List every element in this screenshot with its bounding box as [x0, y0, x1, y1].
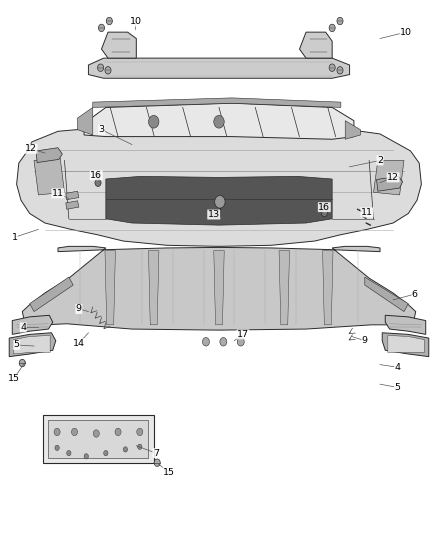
Polygon shape [30, 277, 73, 312]
Circle shape [154, 459, 160, 466]
Circle shape [337, 67, 343, 74]
Text: 5: 5 [395, 383, 400, 392]
Bar [43, 415, 154, 463]
Polygon shape [93, 98, 341, 108]
Polygon shape [14, 335, 50, 354]
Text: 13: 13 [208, 210, 220, 219]
Circle shape [214, 115, 224, 128]
Text: 12: 12 [387, 173, 399, 182]
Polygon shape [388, 335, 424, 352]
Polygon shape [66, 201, 79, 209]
Circle shape [98, 64, 104, 71]
Polygon shape [36, 148, 62, 163]
Text: 14: 14 [73, 339, 85, 348]
Polygon shape [322, 251, 333, 325]
Circle shape [137, 428, 143, 435]
Text: 1: 1 [11, 233, 18, 242]
Text: 10: 10 [400, 28, 412, 37]
Text: 12: 12 [25, 144, 37, 154]
Polygon shape [385, 316, 426, 334]
Polygon shape [345, 120, 360, 139]
Text: 3: 3 [99, 125, 105, 134]
Text: 5: 5 [14, 341, 20, 350]
Circle shape [106, 17, 113, 25]
Text: 4: 4 [395, 363, 400, 372]
Text: 4: 4 [20, 323, 26, 332]
Text: 6: 6 [412, 289, 418, 298]
Circle shape [55, 445, 59, 450]
Circle shape [321, 209, 327, 216]
Circle shape [329, 64, 335, 71]
Circle shape [123, 447, 127, 452]
Polygon shape [22, 246, 416, 330]
Circle shape [202, 337, 209, 346]
Circle shape [138, 444, 142, 449]
Circle shape [54, 428, 60, 435]
Polygon shape [66, 191, 79, 200]
Polygon shape [382, 333, 429, 357]
Text: 16: 16 [318, 203, 330, 212]
Circle shape [71, 428, 78, 435]
Polygon shape [105, 251, 116, 325]
Circle shape [115, 428, 121, 435]
Text: 9: 9 [76, 304, 82, 313]
Polygon shape [84, 103, 354, 139]
Polygon shape [12, 316, 53, 334]
Polygon shape [88, 58, 350, 78]
Circle shape [93, 430, 99, 437]
Circle shape [220, 337, 227, 346]
Text: 7: 7 [153, 449, 159, 458]
Circle shape [215, 196, 225, 208]
Text: 9: 9 [362, 336, 368, 345]
Circle shape [95, 179, 101, 187]
Polygon shape [377, 176, 403, 191]
Polygon shape [34, 158, 64, 195]
Polygon shape [300, 32, 332, 58]
Polygon shape [279, 251, 290, 325]
Circle shape [84, 454, 88, 459]
Circle shape [67, 450, 71, 456]
Polygon shape [148, 251, 159, 325]
Circle shape [148, 115, 159, 128]
Bar [48, 420, 148, 458]
Polygon shape [365, 277, 408, 312]
Text: 17: 17 [237, 330, 249, 339]
Circle shape [237, 337, 244, 346]
Circle shape [104, 450, 108, 456]
Polygon shape [102, 32, 136, 58]
Circle shape [337, 17, 343, 25]
Circle shape [105, 67, 111, 74]
Text: 15: 15 [7, 374, 20, 383]
Polygon shape [78, 108, 93, 135]
Text: 10: 10 [130, 17, 141, 26]
Polygon shape [214, 251, 224, 325]
Polygon shape [9, 333, 56, 357]
Text: 11: 11 [52, 189, 64, 198]
Text: 2: 2 [377, 156, 383, 165]
Text: 11: 11 [361, 208, 373, 217]
Circle shape [329, 24, 335, 31]
Polygon shape [17, 128, 421, 246]
Text: 16: 16 [90, 171, 102, 180]
Polygon shape [106, 176, 332, 225]
Circle shape [99, 24, 105, 31]
Circle shape [19, 359, 25, 367]
Text: 15: 15 [163, 468, 175, 477]
Polygon shape [374, 160, 404, 195]
